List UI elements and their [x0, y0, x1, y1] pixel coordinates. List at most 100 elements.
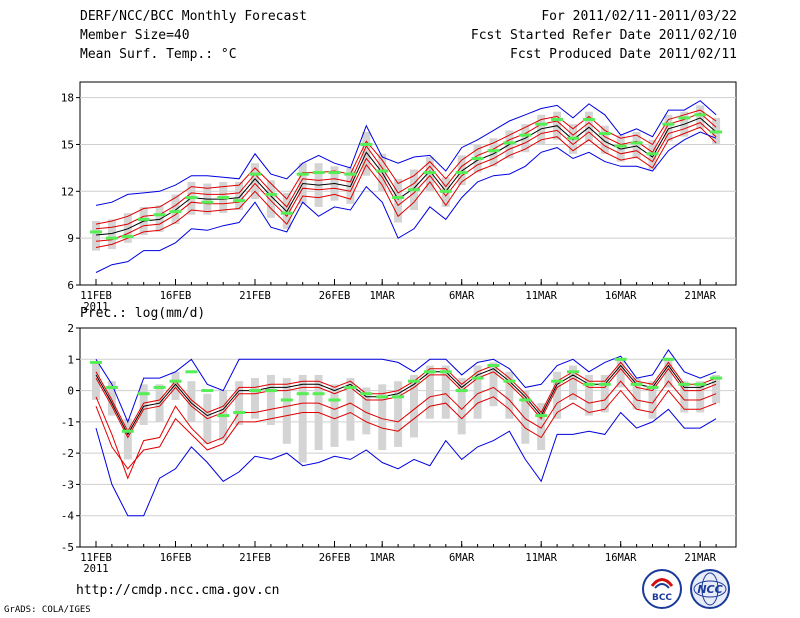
precipitation-ytick-label: 2: [67, 322, 74, 335]
temperature-ensemble-bar: [235, 181, 244, 211]
ncc-logo-text: NCC: [697, 583, 722, 596]
temperature-observed-marker: [567, 136, 579, 140]
temperature-xtick-label: 26FEB: [319, 290, 351, 302]
temperature-ensemble-bar: [632, 131, 641, 159]
temperature-ytick-label: 9: [67, 232, 74, 245]
bcc-logo-icon: BCC: [642, 569, 682, 609]
precipitation-observed-marker: [360, 392, 373, 396]
precipitation-xtick-label: 6MAR: [449, 552, 475, 564]
precipitation-observed-marker: [646, 385, 659, 389]
precipitation-ytick-label: 1: [67, 353, 74, 366]
forecast-period: For 2011/02/11-2011/03/22: [541, 9, 737, 24]
variable-label: Mean Surf. Temp.: °C: [80, 47, 237, 62]
temperature-observed-marker: [137, 217, 150, 221]
precipitation-observed-marker: [296, 392, 309, 396]
precipitation-observed-marker: [185, 370, 198, 374]
precipitation-ensemble-bar: [680, 381, 689, 413]
precipitation-observed-marker: [249, 389, 261, 393]
refer-date: Fcst Started Refer Date 2011/02/10: [470, 28, 737, 43]
precipitation-ensemble-bar: [92, 362, 100, 400]
precipitation-ensemble-bar: [346, 378, 355, 441]
temperature-ensemble-bar: [696, 105, 705, 129]
temperature-observed-marker: [630, 141, 643, 145]
temperature-observed-marker: [439, 189, 452, 193]
precipitation-ensemble-bar: [330, 384, 339, 447]
temperature-observed-marker: [217, 196, 230, 200]
temperature-observed-marker: [392, 196, 405, 200]
temperature-observed-marker: [90, 230, 102, 234]
precipitation-observed-marker: [487, 364, 500, 368]
temperature-series-upper-red: [95, 109, 717, 225]
precipitation-ensemble-bar: [282, 378, 291, 444]
precipitation-ensemble-bar: [664, 359, 673, 388]
precipitation-ensemble-bar: [569, 365, 577, 400]
temperature-observed-marker: [710, 130, 723, 134]
temperature-observed-marker: [519, 133, 532, 137]
precipitation-observed-marker: [137, 392, 150, 396]
precipitation-observed-marker: [233, 410, 246, 414]
temperature-ensemble-bar: [600, 125, 609, 154]
temperature-series-ensemble-mean: [95, 117, 717, 236]
temperature-observed-marker: [535, 122, 548, 126]
temperature-ensemble-bar: [251, 163, 259, 200]
precipitation-observed-marker: [280, 398, 293, 402]
temperature-ytick-label: 15: [61, 138, 74, 151]
temperature-observed-marker: [694, 113, 707, 117]
precipitation-xtick-label: 21FEB: [239, 552, 271, 564]
temperature-observed-marker: [471, 157, 484, 161]
precipitation-observed-marker: [408, 379, 420, 383]
precipitation-ensemble-bar: [362, 387, 371, 435]
temperature-xtick-label: 1MAR: [370, 290, 396, 302]
precipitation-ensemble-bar: [616, 359, 625, 388]
temperature-observed-marker: [233, 199, 246, 203]
precipitation-observed-marker: [90, 360, 102, 364]
temperature-observed-marker: [185, 196, 198, 200]
precipitation-ensemble-bar: [425, 365, 434, 419]
precipitation-ytick-label: -1: [61, 416, 74, 429]
precipitation-ensemble-bar: [489, 362, 498, 407]
temperature-ensemble-bar: [123, 213, 132, 243]
precipitation-observed-marker: [201, 389, 214, 393]
precipitation-xtick-label: 21MAR: [684, 552, 716, 564]
precipitation-ensemble-bar: [298, 374, 307, 463]
precipitation-observed-marker: [392, 395, 405, 399]
source-url[interactable]: http://cmdp.ncc.cma.gov.cn: [76, 583, 280, 598]
precipitation-ensemble-bar: [600, 374, 609, 413]
precipitation-observed-marker: [121, 429, 134, 433]
precipitation-observed-marker: [710, 376, 723, 380]
precipitation-series-minimum: [95, 408, 717, 517]
precipitation-ensemble-bar: [441, 365, 450, 419]
temperature-observed-marker: [264, 192, 277, 196]
temperature-observed-marker: [280, 211, 293, 215]
temperature-ensemble-bar: [457, 155, 466, 186]
precipitation-ensemble-bar: [235, 381, 244, 425]
precipitation-ensemble-bar: [394, 381, 403, 447]
precipitation-observed-marker: [153, 385, 166, 389]
precipitation-observed-marker: [264, 389, 277, 393]
precipitation-observed-marker: [471, 376, 484, 380]
precipitation-ensemble-bar: [107, 381, 116, 416]
temperature-observed-marker: [296, 172, 309, 176]
temperature-ytick-label: 6: [67, 279, 74, 292]
temperature-series-upper-inner: [95, 112, 717, 230]
precipitation-xtick-label: 11FEB: [80, 552, 112, 564]
temperature-series-minimum: [95, 131, 717, 273]
precipitation-observed-marker: [105, 385, 118, 389]
precipitation-observed-marker: [312, 392, 325, 396]
temperature-ensemble-bar: [664, 114, 673, 142]
precipitation-ensemble-bar: [712, 374, 721, 404]
precipitation-xtick-label: 1MAR: [370, 552, 396, 564]
temperature-ytick-label: 12: [61, 185, 74, 198]
temperature-observed-marker: [376, 169, 389, 173]
temperature-observed-marker: [662, 122, 675, 126]
precipitation-ensemble-bar: [473, 365, 482, 419]
temperature-ensemble-bar: [155, 205, 164, 232]
temperature-observed-marker: [408, 188, 420, 192]
temperature-ensemble-bar: [171, 194, 180, 225]
precipitation-observed-marker: [535, 414, 548, 418]
precipitation-ensemble-bar: [251, 378, 259, 419]
precipitation-observed-marker: [169, 379, 182, 383]
precipitation-observed-marker: [567, 370, 579, 374]
precipitation-ytick-label: -3: [61, 478, 74, 491]
temperature-observed-marker: [169, 210, 182, 214]
